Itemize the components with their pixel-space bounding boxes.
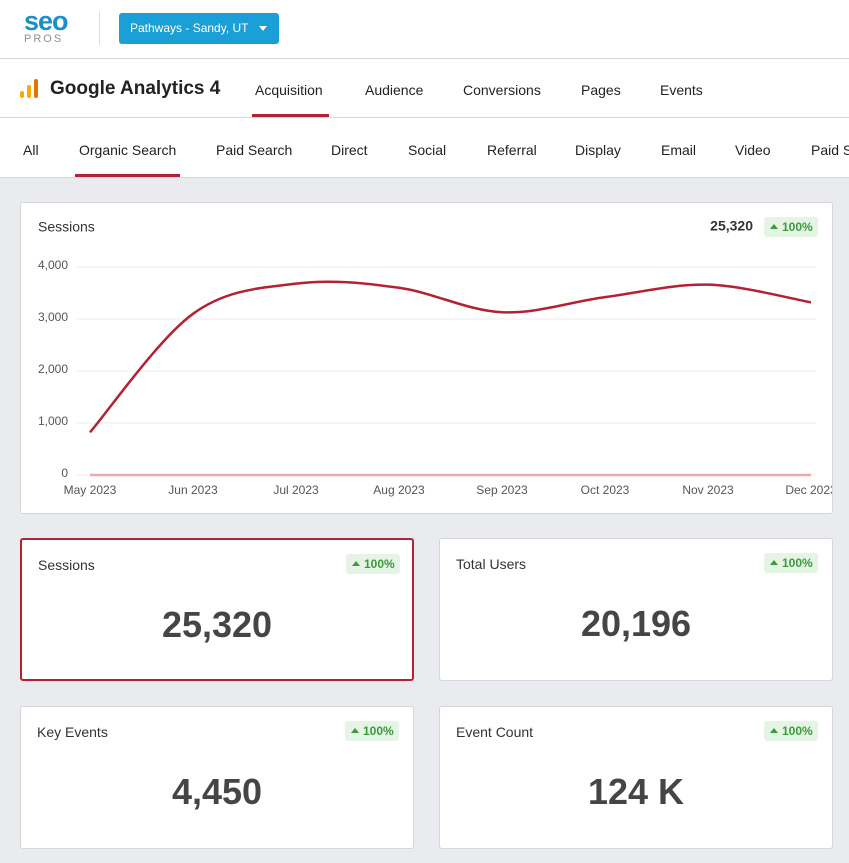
card-value: 4,450 <box>171 771 263 812</box>
card-title: Key Events <box>37 724 108 740</box>
chart: Sessions 25,320 0 1,000 2,000 3,000 4,000 May… <box>38 218 837 497</box>
metric-card[interactable]: Total Users 100% 20,196 <box>439 538 833 681</box>
y-tick-label: 3,000 <box>38 310 68 324</box>
change-badge: 100% <box>346 554 400 574</box>
card-value: 25,320 <box>161 604 273 645</box>
caret <box>259 26 267 31</box>
card-value: 20,196 <box>580 603 692 644</box>
subtab[interactable]: Social <box>408 142 447 158</box>
subtab[interactable]: Paid Social <box>811 142 849 158</box>
y-tick-label: 4,000 <box>38 258 68 272</box>
x-tick-label: Oct 2023 <box>581 483 630 497</box>
x-tick-label: Sep 2023 <box>476 483 528 497</box>
card-title: Sessions <box>38 557 95 573</box>
card-value: 124 K <box>587 771 685 812</box>
subtab[interactable]: Referral <box>487 142 537 158</box>
logo-top: seo <box>24 6 69 36</box>
subtab[interactable]: Organic Search <box>79 142 177 158</box>
subtab[interactable]: All <box>23 142 39 158</box>
nav-tab[interactable]: Conversions <box>463 82 541 98</box>
card-title: Total Users <box>456 556 527 572</box>
metric-card[interactable]: Key Events 100% 4,450 <box>20 706 414 849</box>
nav-bar: Google Analytics 4 Acquisition Audience Co… <box>0 59 849 118</box>
y-tick-label: 2,000 <box>38 362 68 376</box>
change-badge: 100% <box>764 721 818 741</box>
ga-icon <box>20 79 38 98</box>
series-line <box>89 280 812 434</box>
subtab[interactable]: Paid Search <box>216 142 293 158</box>
x-tick-label: Jun 2023 <box>168 483 218 497</box>
chart-panel: Sessions 25,320 0 1,000 2,000 3,000 4,000 May… <box>20 202 837 514</box>
top-bar: seo PROS Pathways - Sandy, UT <box>0 0 849 59</box>
x-tick-label: Dec 2023 <box>785 483 832 497</box>
nav-tab[interactable]: Audience <box>365 82 424 98</box>
active-underline <box>75 174 180 177</box>
card-title: Event Count <box>456 724 534 740</box>
divider <box>99 12 100 45</box>
change-badge: 100% <box>764 553 818 573</box>
y-tick-label: 1,000 <box>38 414 68 428</box>
location-dropdown[interactable]: Pathways - Sandy, UT <box>119 13 279 44</box>
subtab[interactable]: Email <box>661 142 697 158</box>
subtab[interactable]: Direct <box>331 142 368 158</box>
subtab[interactable]: Display <box>575 142 621 158</box>
x-tick-label: Jul 2023 <box>273 483 319 497</box>
change-badge: 100% <box>764 217 818 237</box>
nav-tab[interactable]: Acquisition <box>255 82 323 98</box>
nav-tab[interactable]: Pages <box>581 82 621 98</box>
subtab[interactable]: Video <box>735 142 771 158</box>
metric-card[interactable]: Event Count 100% 124 K <box>439 706 833 849</box>
nav-title: Google Analytics 4 <box>50 78 221 99</box>
change-badge: 100% <box>345 721 399 741</box>
y-tick-label: 0 <box>61 466 68 480</box>
nav-tab[interactable]: Events <box>660 82 703 98</box>
chart-title: Sessions <box>38 219 95 235</box>
metric-card[interactable]: Sessions 100% 25,320 <box>20 538 414 681</box>
location-label: Pathways - Sandy, UT <box>130 21 249 35</box>
logo-bottom: PROS <box>24 33 64 45</box>
x-tick-label: May 2023 <box>64 483 117 497</box>
active-underline <box>252 114 329 117</box>
x-tick-label: Nov 2023 <box>682 483 734 497</box>
chart-total: 25,320 <box>710 218 753 234</box>
subtab-bar: All Organic Search Paid Search Direct Social… <box>0 118 849 178</box>
x-tick-label: Aug 2023 <box>373 483 425 497</box>
